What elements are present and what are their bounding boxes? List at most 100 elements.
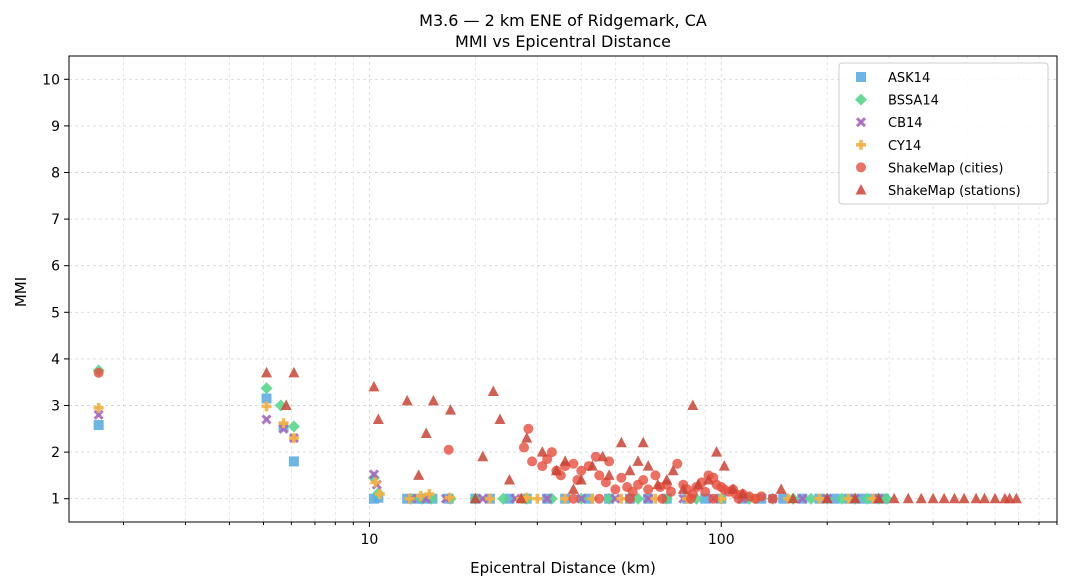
data-point: [424, 489, 435, 500]
y-tick-label: 9: [51, 119, 60, 135]
data-point: [642, 460, 654, 471]
data-point: [288, 456, 299, 467]
data-point: [610, 493, 621, 504]
data-point: [372, 413, 384, 424]
data-point: [567, 483, 579, 494]
data-point: [989, 492, 1001, 504]
legend-label: CY14: [888, 139, 921, 154]
data-point: [93, 367, 104, 378]
series-ask14: [93, 393, 889, 504]
x-tick-label: 100: [708, 532, 735, 548]
series-cy14: [93, 401, 879, 504]
data-point: [420, 427, 432, 438]
data-point: [93, 420, 104, 431]
data-point: [368, 380, 380, 392]
data-point: [586, 460, 598, 471]
data-point: [958, 492, 970, 504]
data-point: [750, 493, 761, 504]
data-point: [260, 382, 273, 395]
legend-marker: [855, 93, 867, 106]
data-point: [700, 493, 711, 504]
data-point: [477, 493, 488, 504]
data-point: [487, 385, 499, 397]
y-tick-label: 7: [51, 212, 60, 228]
legend-box: [838, 62, 1049, 205]
data-point: [835, 492, 848, 505]
data-point: [415, 490, 426, 501]
data-point: [708, 493, 719, 504]
legend-label: CB14: [888, 116, 923, 131]
data-point: [657, 493, 668, 504]
data-point: [637, 436, 649, 448]
data-point: [521, 432, 533, 443]
data-point: [797, 493, 808, 504]
data-point: [503, 474, 515, 485]
data-point: [821, 492, 833, 504]
data-point: [536, 446, 548, 457]
data-point: [778, 493, 789, 504]
data-point: [427, 394, 439, 406]
data-point: [504, 493, 515, 504]
data-point: [902, 492, 914, 504]
data-point: [494, 413, 506, 424]
tick-labels: 1 2 3 4 5 6 7 8 9 10 10 100: [42, 72, 734, 548]
data-point: [445, 404, 457, 415]
legend-label: ShakeMap (cities): [888, 161, 1003, 176]
legend-label: ShakeMap (stations): [888, 184, 1021, 199]
data-point: [666, 486, 677, 497]
data-point: [370, 477, 381, 488]
data-point: [711, 446, 723, 457]
y-tick-label: 3: [51, 399, 60, 415]
data-point: [374, 489, 385, 500]
data-point: [1010, 492, 1022, 504]
y-tick-label: 5: [51, 305, 60, 321]
data-point: [703, 474, 715, 485]
data-point: [938, 492, 950, 504]
data-point: [970, 492, 982, 504]
data-point: [610, 484, 621, 495]
data-point: [687, 399, 699, 410]
legend-marker: [855, 184, 867, 195]
data-point: [616, 493, 627, 504]
data-point: [261, 414, 272, 425]
data-point: [523, 423, 534, 434]
data-point: [401, 394, 413, 406]
data-point: [685, 493, 696, 504]
legend-marker: [856, 162, 866, 173]
data-point: [643, 493, 654, 504]
data-point: [643, 484, 654, 495]
data-point: [594, 493, 605, 504]
data-point: [661, 474, 673, 485]
data-point: [843, 493, 854, 504]
chart-subtitle: MMI vs Epicentral Distance: [455, 32, 671, 51]
data-point: [288, 366, 300, 378]
data-point: [542, 493, 553, 504]
plot-frame: [68, 55, 1058, 523]
data-point: [280, 399, 292, 410]
data-points: [92, 364, 1022, 505]
data-point: [624, 464, 636, 476]
data-point: [261, 366, 273, 378]
y-axis-label: MMI: [12, 277, 30, 307]
data-point: [979, 492, 991, 504]
series-cb14: [93, 409, 884, 504]
data-point: [718, 460, 730, 471]
data-point: [594, 470, 605, 481]
data-point: [93, 402, 104, 413]
data-point: [518, 442, 529, 453]
y-tick-label: 1: [51, 492, 60, 508]
data-point: [261, 401, 272, 412]
data-point: [550, 464, 562, 476]
x-tick-label: 10: [361, 532, 379, 548]
data-point: [537, 461, 548, 472]
legend-label: BSSA14: [888, 94, 939, 109]
data-point: [624, 493, 635, 504]
data-point: [568, 458, 579, 469]
data-point: [805, 492, 818, 505]
data-point: [278, 418, 289, 429]
data-point: [368, 469, 380, 480]
data-point: [650, 470, 661, 481]
series-shakemap-stations-: [261, 366, 1022, 504]
data-point: [597, 450, 609, 462]
data-point: [559, 455, 571, 466]
